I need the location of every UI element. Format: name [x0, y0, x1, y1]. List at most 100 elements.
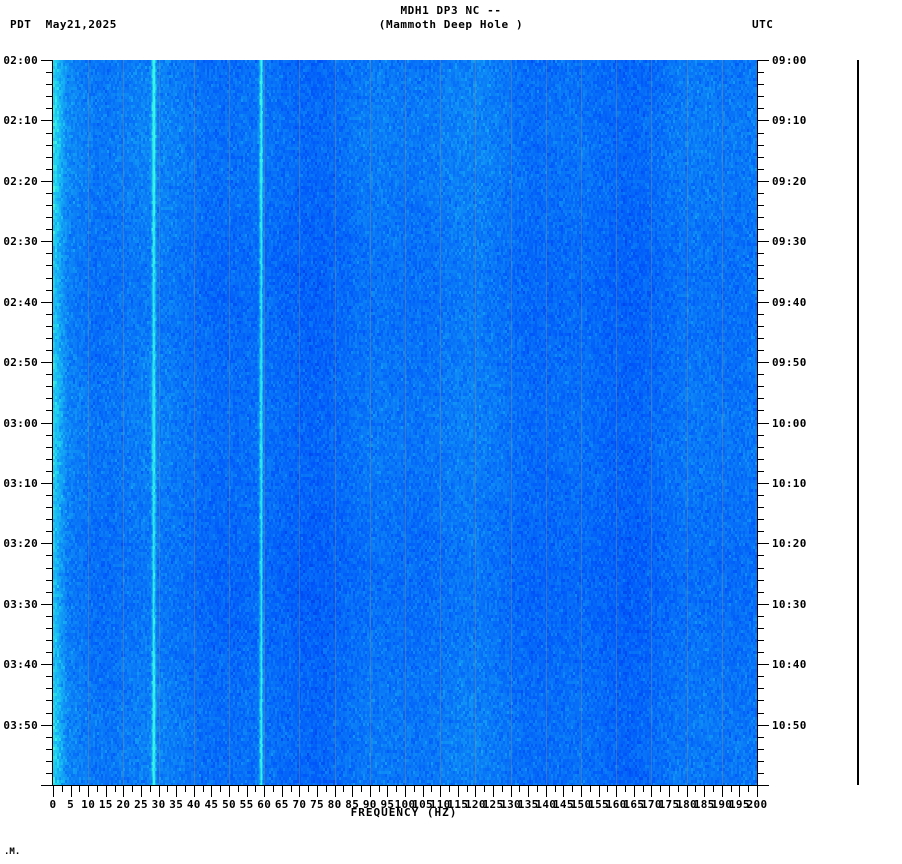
time-tick-major — [758, 181, 769, 182]
frequency-tick-major — [423, 786, 424, 797]
time-tick-minor — [758, 616, 764, 617]
frequency-label: 65 — [274, 798, 289, 811]
frequency-tick-minor — [132, 786, 133, 792]
time-label-local: 03:50 — [3, 719, 38, 732]
time-tick-minor — [46, 205, 52, 206]
time-tick-minor — [46, 531, 52, 532]
bottom-axis-line — [52, 785, 758, 786]
frequency-label: 140 — [535, 798, 557, 811]
frequency-tick-major — [599, 786, 600, 797]
time-tick-minor — [46, 253, 52, 254]
frequency-tick-major — [53, 786, 54, 797]
frequency-tick-major — [581, 786, 582, 797]
frequency-tick-minor — [519, 786, 520, 792]
frequency-tick-minor — [572, 786, 573, 792]
time-tick-minor — [758, 459, 764, 460]
time-tick-minor — [46, 688, 52, 689]
frequency-tick-minor — [607, 786, 608, 792]
time-tick-minor — [758, 580, 764, 581]
frequency-tick-major — [282, 786, 283, 797]
frequency-tick-minor — [695, 786, 696, 792]
time-tick-minor — [758, 84, 764, 85]
time-tick-minor — [758, 555, 764, 556]
time-tick-minor — [46, 519, 52, 520]
time-label-utc: 10:50 — [772, 719, 807, 732]
frequency-tick-minor — [361, 786, 362, 792]
time-tick-minor — [46, 350, 52, 351]
frequency-label: 25 — [134, 798, 148, 811]
time-tick-minor — [758, 447, 764, 448]
time-tick-minor — [758, 507, 764, 508]
frequency-tick-major — [440, 786, 441, 797]
station-code-title: MDH1 DP3 NC -- — [400, 4, 502, 17]
time-tick-minor — [758, 169, 764, 170]
time-tick-minor — [46, 773, 52, 774]
time-tick-major — [41, 120, 52, 121]
time-tick-minor — [758, 108, 764, 109]
time-tick-minor — [758, 398, 764, 399]
frequency-tick-minor — [326, 786, 327, 792]
frequency-tick-major — [704, 786, 705, 797]
time-tick-minor — [758, 326, 764, 327]
time-label-local: 02:10 — [3, 114, 38, 127]
time-tick-minor — [758, 193, 764, 194]
time-tick-minor — [758, 652, 764, 653]
frequency-tick-major — [317, 786, 318, 797]
corner-mark: .M. — [4, 847, 21, 857]
time-tick-major — [41, 664, 52, 665]
frequency-tick-major — [475, 786, 476, 797]
time-tick-minor — [46, 652, 52, 653]
time-tick-minor — [46, 568, 52, 569]
frequency-tick-minor — [203, 786, 204, 792]
frequency-tick-major — [687, 786, 688, 797]
time-tick-minor — [46, 169, 52, 170]
time-tick-minor — [46, 713, 52, 714]
frequency-tick-major — [651, 786, 652, 797]
frequency-tick-minor — [291, 786, 292, 792]
time-tick-minor — [758, 435, 764, 436]
time-tick-minor — [46, 398, 52, 399]
time-tick-minor — [46, 290, 52, 291]
frequency-tick-major — [229, 786, 230, 797]
frequency-label: 15 — [98, 798, 113, 811]
time-label-utc: 10:10 — [772, 477, 807, 490]
frequency-tick-minor — [379, 786, 380, 792]
time-tick-major — [41, 302, 52, 303]
time-tick-minor — [758, 410, 764, 411]
time-tick-minor — [758, 773, 764, 774]
frequency-label: 0 — [49, 798, 57, 811]
frequency-tick-major — [669, 786, 670, 797]
frequency-tick-minor — [537, 786, 538, 792]
time-tick-minor — [758, 278, 764, 279]
frequency-tick-major — [634, 786, 635, 797]
frequency-tick-major — [106, 786, 107, 797]
time-tick-major — [41, 362, 52, 363]
frequency-tick-major — [528, 786, 529, 797]
time-tick-minor — [758, 386, 764, 387]
frequency-label: 85 — [345, 798, 360, 811]
time-tick-minor — [46, 435, 52, 436]
time-tick-minor — [46, 592, 52, 593]
frequency-tick-major — [458, 786, 459, 797]
frequency-label: 155 — [588, 798, 609, 811]
frequency-tick-minor — [484, 786, 485, 792]
frequency-tick-minor — [115, 786, 116, 792]
time-tick-major — [41, 725, 52, 726]
time-tick-minor — [46, 326, 52, 327]
time-tick-minor — [46, 555, 52, 556]
frequency-label: 195 — [729, 798, 750, 811]
frequency-label: 35 — [169, 798, 184, 811]
time-tick-minor — [46, 96, 52, 97]
frequency-tick-major — [493, 786, 494, 797]
time-tick-minor — [758, 628, 764, 629]
frequency-tick-major — [88, 786, 89, 797]
frequency-tick-minor — [713, 786, 714, 792]
frequency-label: 185 — [693, 798, 715, 811]
time-label-utc: 10:00 — [772, 417, 807, 430]
frequency-tick-minor — [449, 786, 450, 792]
time-tick-minor — [758, 688, 764, 689]
frequency-tick-minor — [308, 786, 309, 792]
time-tick-major — [758, 302, 769, 303]
spectrogram-plot[interactable] — [53, 60, 757, 785]
frequency-tick-minor — [590, 786, 591, 792]
